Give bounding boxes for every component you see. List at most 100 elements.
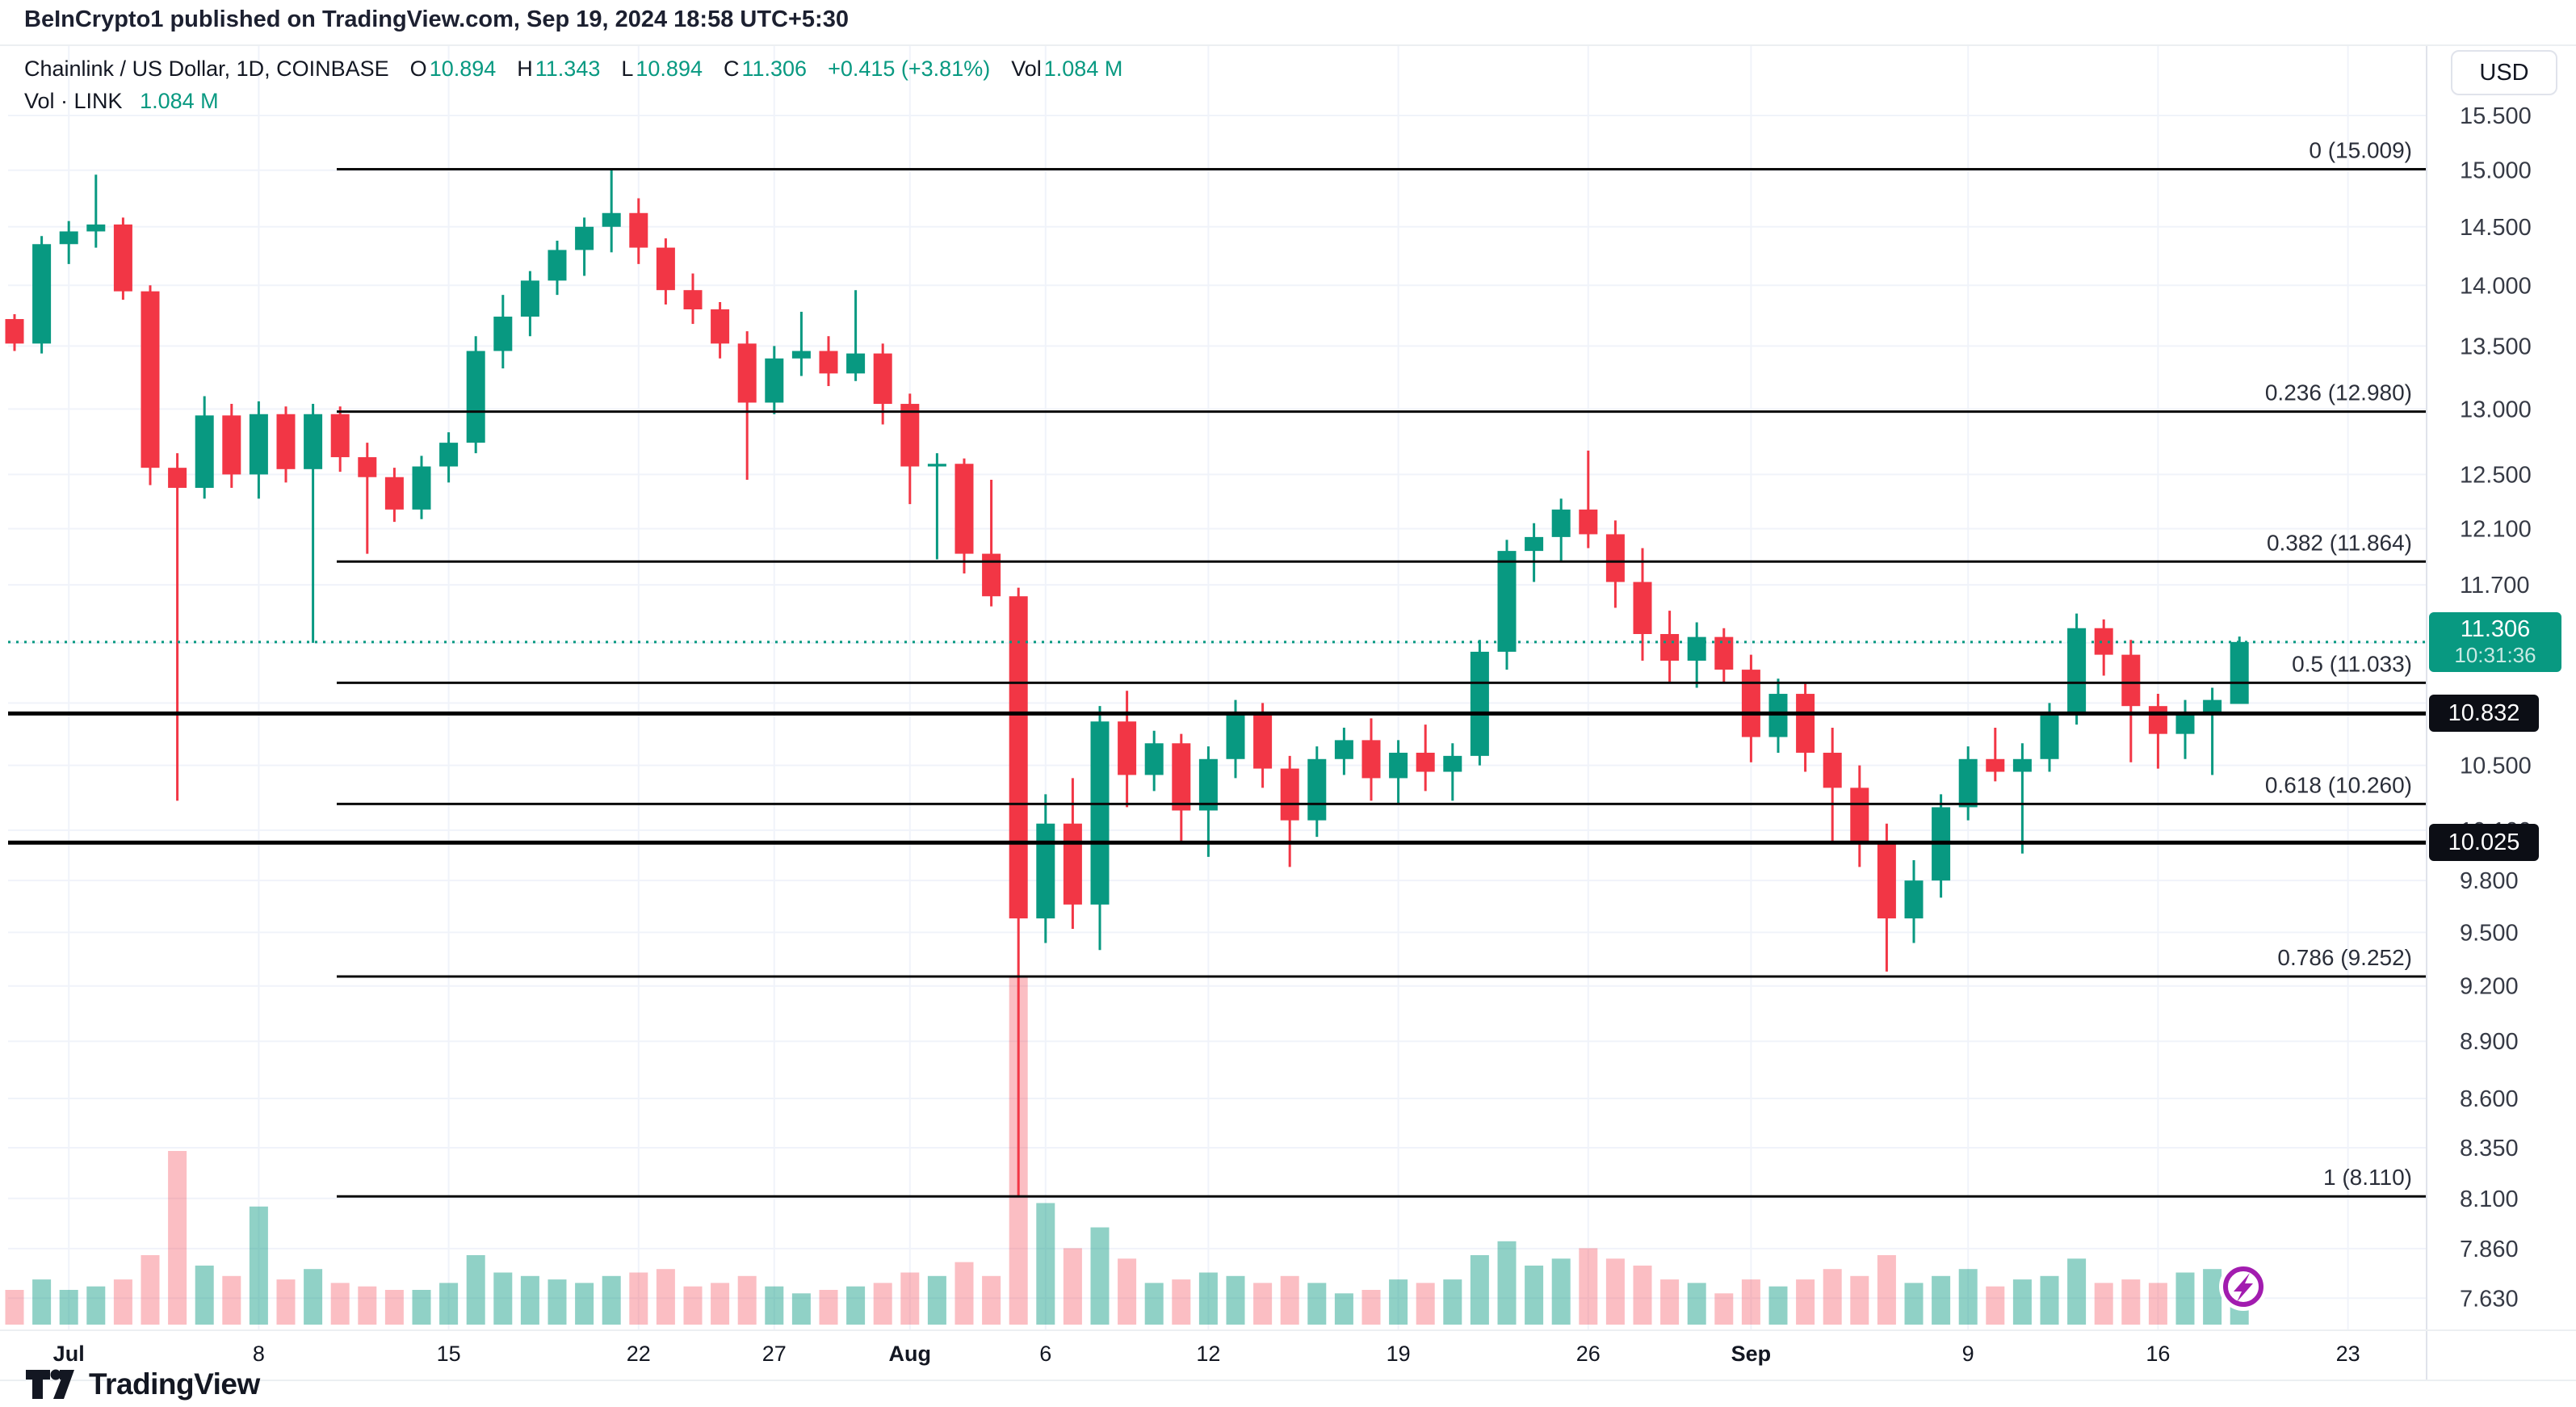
currency-toggle-button[interactable]: USD [2451, 50, 2557, 95]
candle-body [1551, 509, 1571, 537]
time-axis-label[interactable]: 19 [1386, 1342, 1411, 1366]
volume-bar [1198, 1272, 1218, 1325]
candle-body [384, 477, 404, 510]
fib-labels: 0 (15.009) 0.236 (12.980) 0.382 (11.864) 0.… [2265, 138, 2412, 1191]
time-axis-label[interactable]: Sep [1731, 1342, 1772, 1366]
candle-body [168, 468, 187, 489]
price-line-badge-upper: 10.832 [2429, 695, 2539, 733]
volume-bar [1280, 1275, 1299, 1325]
candle-body [358, 457, 377, 477]
time-axis-label[interactable]: 8 [252, 1342, 265, 1366]
time-axis-label[interactable]: 15 [436, 1342, 461, 1366]
candle-body [791, 351, 811, 359]
candle-body [1687, 636, 1706, 661]
candle-body [1605, 534, 1625, 582]
time-axis-label[interactable]: 26 [1575, 1342, 1601, 1366]
price-axis-label: 13.500 [2460, 334, 2532, 359]
change-value: +0.415 (+3.81%) [828, 57, 991, 81]
volume-bar [1525, 1265, 1544, 1325]
volume-bar [1850, 1275, 1869, 1325]
candle-body [304, 414, 323, 469]
time-axis-label[interactable]: 23 [2335, 1342, 2360, 1366]
tradingview-footer[interactable]: TradingView [24, 1367, 260, 1402]
bottom-divider [0, 1380, 2576, 1381]
price-axis-label: 15.500 [2460, 103, 2532, 129]
candle-body [1579, 509, 1598, 535]
fib-retracement-lines[interactable] [8, 168, 2427, 1198]
candle-body [1470, 651, 1489, 756]
candle-body [1823, 752, 1842, 788]
time-axis-label[interactable]: 22 [626, 1342, 651, 1366]
price-axis-label: 9.200 [2460, 974, 2519, 1000]
candle-body [1525, 536, 1544, 552]
candle-body [1497, 551, 1517, 652]
price-axis-label: 8.100 [2460, 1186, 2519, 1212]
fib-label: 0.382 (11.864) [2267, 530, 2412, 555]
price-axis-label: 9.800 [2460, 868, 2519, 894]
candle-body [1389, 752, 1408, 779]
volume-bar [59, 1290, 78, 1325]
volume-bar [737, 1275, 757, 1325]
volume-bar [141, 1255, 160, 1325]
volume-bar [2094, 1283, 2113, 1325]
price-axis-label: 14.000 [2460, 273, 2532, 299]
candle-body [602, 212, 621, 227]
candle-body [222, 415, 241, 475]
volume-bar [1796, 1279, 1815, 1325]
volume-bar [1741, 1279, 1760, 1325]
price-axis[interactable]: 15.500 15.000 14.500 14.000 13.500 13.000 12.5… [2426, 46, 2532, 1380]
volume-bar [1958, 1269, 1978, 1325]
candle-body [2121, 654, 2141, 707]
price-axis-label: 11.700 [2460, 573, 2530, 598]
price-axis-label: 8.350 [2460, 1136, 2519, 1161]
candle-body [683, 290, 703, 310]
volume-bar [1605, 1258, 1625, 1325]
volume-bar [1118, 1258, 1137, 1325]
time-axis-divider [0, 1329, 2576, 1331]
candle-body [1416, 752, 1435, 772]
volume-bar [1932, 1275, 1951, 1325]
volume-bar [358, 1286, 377, 1325]
volume-bar [5, 1290, 24, 1325]
time-axis-label[interactable]: 9 [1961, 1342, 1974, 1366]
volume-bar [249, 1206, 268, 1325]
volume-bar [791, 1293, 811, 1325]
candle-body [1958, 758, 1978, 808]
time-axis-label[interactable]: 16 [2146, 1342, 2171, 1366]
candle-body [1361, 740, 1381, 779]
candle-body [493, 317, 513, 351]
volume-bar [711, 1283, 730, 1325]
volume-bar [1416, 1283, 1435, 1325]
volume-bar [683, 1286, 703, 1325]
volume-bar [1986, 1286, 2005, 1325]
time-axis-label[interactable]: 6 [1039, 1342, 1052, 1366]
candle-body [1850, 788, 1869, 844]
time-axis-label[interactable]: 12 [1196, 1342, 1221, 1366]
ohlc-low: L 10.894 [621, 57, 703, 81]
time-axis-label[interactable]: Jul [52, 1342, 85, 1366]
volume-bar [1334, 1293, 1353, 1325]
volume-bar [954, 1262, 974, 1325]
symbol-legend[interactable]: Chainlink / US Dollar, 1D, COINBASE O 10.… [24, 57, 1122, 82]
volume-bar [900, 1272, 920, 1325]
time-axis-label[interactable]: 27 [761, 1342, 787, 1366]
volume-bar [765, 1286, 784, 1325]
volume-legend[interactable]: Vol · LINK 1.084 M [24, 89, 219, 114]
volume-bar [195, 1265, 214, 1325]
volume-bar [222, 1275, 241, 1325]
candle-body [1036, 823, 1055, 919]
time-axis-label[interactable]: Aug [888, 1342, 932, 1366]
candle-body [1660, 633, 1680, 661]
ohlc-close: C 11.306 [723, 57, 808, 81]
ohlc-high: H 11.343 [517, 57, 601, 81]
volume-bar [276, 1279, 296, 1325]
symbol-title[interactable]: Chainlink / US Dollar, 1D, COINBASE [24, 57, 389, 81]
candle-body [276, 414, 296, 469]
volume-bar [2148, 1283, 2167, 1325]
candle-body [2040, 715, 2059, 759]
price-axis-label: 12.500 [2460, 462, 2532, 488]
volume-bar [2175, 1272, 2195, 1325]
fib-label: 0 (15.009) [2309, 138, 2412, 163]
volume-bar [1226, 1275, 1245, 1325]
